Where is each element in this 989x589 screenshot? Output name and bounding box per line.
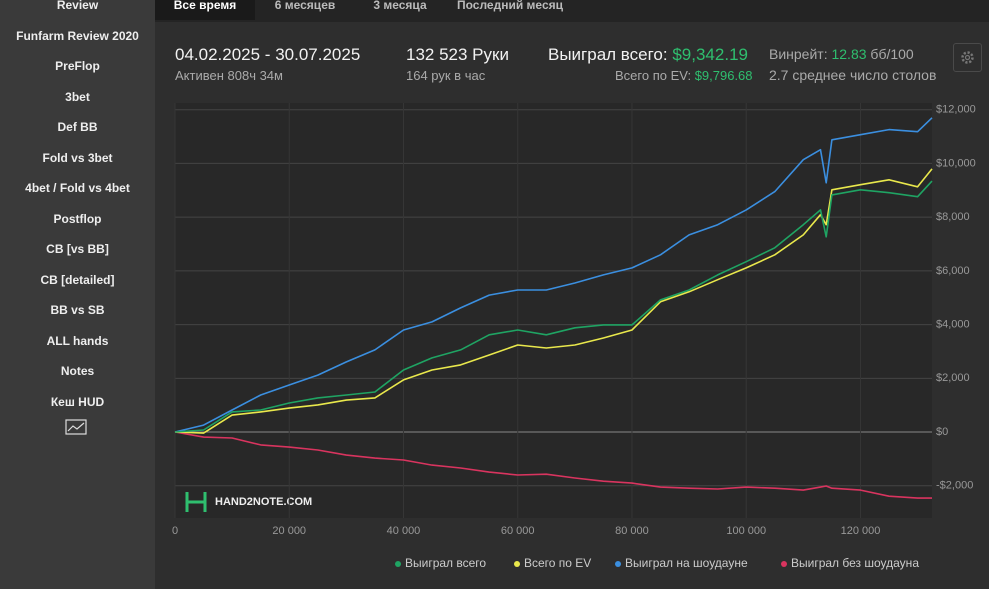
legend-marker [395,561,401,567]
x-tick-label: 20 000 [272,525,306,537]
legend-label: Выиграл всего [405,556,486,570]
x-tick-label: 80 000 [615,525,649,537]
watermark-text: HAND2NOTE.COM [215,496,312,508]
sidebar-icon-layer [65,419,87,435]
logo [185,492,207,512]
plot-area [175,103,932,518]
series-line [174,180,933,433]
gear-icon [961,51,974,64]
legend-label: Всего по EV [524,556,591,570]
hands-per-hour: 164 рук в час [406,68,486,83]
won-label: Выиграл всего: [548,45,668,64]
x-tick-label: 60 000 [501,525,535,537]
legend-marker [514,561,520,567]
x-tick-label: 100 000 [726,525,766,537]
x-tick-label: 0 [172,525,178,537]
tab[interactable]: 3 месяца [373,0,427,12]
sidebar-item[interactable]: Fold vs 3bet [42,150,113,165]
legend-marker [615,561,621,567]
x-tick-label: 40 000 [387,525,421,537]
winrate-label: Винрейт: [769,46,828,62]
sidebar-item[interactable]: Кеш HUD [50,394,105,409]
y-tick-label: $0 [936,426,948,438]
tab[interactable]: Последний месяц [456,0,563,12]
sidebar-item[interactable]: CB [detailed] [40,272,115,287]
legend-label: Выиграл на шоудауне [625,556,748,570]
winrate: Винрейт: 12.83 бб/100 [769,46,914,62]
y-tick-label: $12,000 [936,104,976,116]
winrate-value: 12.83 [831,46,867,62]
sidebar-item[interactable]: 4bet / Fold vs 4bet [25,181,130,195]
y-tick-label: $6,000 [936,265,970,277]
sidebar-item[interactable]: Notes [60,364,95,378]
winrate-unit: бб/100 [870,46,914,62]
x-tick-label: 120 000 [841,525,881,537]
legend-label: Выиграл без шоудауна [791,556,919,570]
sidebar-item[interactable]: Review [56,0,99,12]
sidebar-item[interactable]: PreFlop [55,59,100,73]
sidebar-item[interactable]: 3bet [65,89,90,104]
sidebar-item[interactable]: Def BB [57,120,98,134]
ev-label: Всего по EV: [615,68,692,83]
settings-button[interactable] [953,43,982,72]
active-time: Активен 808ч 34м [175,68,283,83]
won-value: $9,342.19 [672,45,748,64]
ev-total: Всего по EV: $9,796.68 [615,68,753,83]
y-tick-label: $2,000 [936,372,970,384]
sidebar-item[interactable]: ALL hands [46,333,109,348]
y-tick-label: $4,000 [936,319,970,331]
tables: 2.7 среднее число столов [769,67,937,83]
ev-value: $9,796.68 [694,68,753,83]
sidebar-item[interactable]: Funfarm Review 2020 [16,28,139,43]
chart-icon[interactable] [65,419,87,435]
sidebar-item[interactable]: Postflop [53,211,102,226]
won-total: Выиграл всего: $9,342.19 [548,45,748,65]
watermark: HAND2NOTE.COM [185,492,312,512]
y-tick-label: -$2,000 [936,480,973,492]
series-line [174,117,933,433]
sidebar-item[interactable]: BB vs SB [50,303,105,317]
hands: 132 523 Руки [406,45,509,64]
legend-marker [781,561,787,567]
series-line [174,431,932,499]
tab[interactable]: 6 месяцев [274,0,336,12]
sidebar: Review Funfarm Review 2020 PreFlop 3bet Def … [0,0,155,589]
y-tick-label: $8,000 [936,211,970,223]
tab[interactable]: Все время [155,0,255,20]
period: 04.02.2025 - 30.07.2025 [175,45,361,64]
sidebar-item[interactable]: CB [vs BB] [46,242,109,256]
series-line [174,168,933,434]
y-tick-label: $10,000 [936,157,976,169]
tab-bar: Все время 6 месяцев 3 месяца Последний меся… [155,0,989,22]
